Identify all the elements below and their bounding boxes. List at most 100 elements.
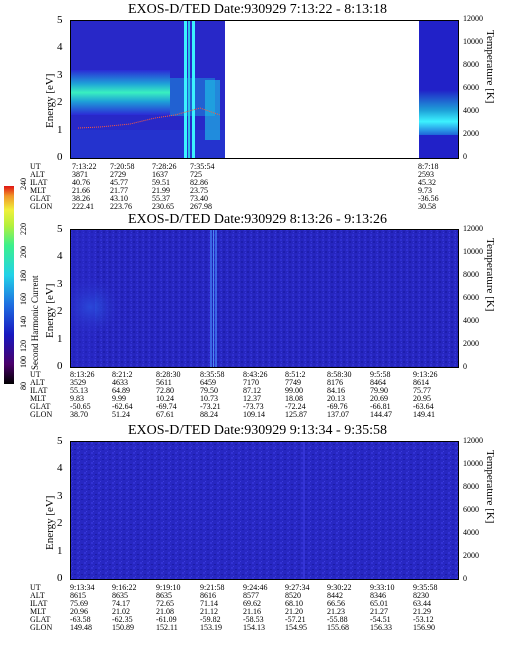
y2tick: 10000 [463,247,483,256]
row-label-alt: ALT [30,170,45,179]
orbit-value-ilat: 45.77 [110,178,128,187]
orbit-value-glon: 154.13 [243,623,265,632]
ytick: 2 [57,96,63,108]
ytick: 0 [57,151,63,163]
orbit-value-ilat: 65.01 [370,599,388,608]
colorbar [4,186,14,384]
ytick: 0 [57,360,63,372]
panel-1-y2label: Temperature [K] [484,30,496,104]
y2tick: 4000 [463,106,479,115]
orbit-value-mlt: 10.73 [200,394,218,403]
orbit-value-alt: 8614 [413,378,429,387]
y2tick: 0 [463,574,467,583]
orbit-value-ilat: 79.50 [200,386,218,395]
orbit-value-ilat: 64.89 [112,386,130,395]
orbit-value-glat: 38.26 [72,194,90,203]
orbit-value-glon: 156.33 [370,623,392,632]
orbit-value-glon: 149.41 [413,410,435,419]
panel-1-title: EXOS-D/TED Date:930929 7:13:22 - 8:13:18 [128,2,387,17]
row-label-glat: GLAT [30,402,51,411]
orbit-value-alt: 8635 [156,591,172,600]
ytick: 1 [57,333,63,345]
orbit-value-alt: 8615 [70,591,86,600]
orbit-value-glon: 88.24 [200,410,218,419]
orbit-value-glat: -73.73 [243,402,264,411]
orbit-value-ut: 7:13:22 [72,162,97,171]
panel-1-ylabel: Energy [eV] [44,73,56,128]
y2tick: 12000 [463,436,483,445]
orbit-value-alt: 7170 [243,378,259,387]
orbit-value-glat: 55.37 [152,194,170,203]
orbit-value-ut: 7:28:26 [152,162,177,171]
orbit-value-alt: 1637 [152,170,168,179]
orbit-value-ilat: 87.12 [243,386,261,395]
orbit-value-mlt: 21.16 [243,607,261,616]
y2tick: 2000 [463,551,479,560]
row-label-glon: GLON [30,410,53,419]
orbit-value-glat: -63.58 [70,615,91,624]
y2tick: 6000 [463,505,479,514]
ytick: 3 [57,69,63,81]
orbit-value-ut: 7:20:58 [110,162,135,171]
orbit-value-ilat: 74.17 [112,599,130,608]
orbit-value-ut: 9:24:46 [243,583,268,592]
orbit-value-ut: 8:43:26 [243,370,268,379]
orbit-value-mlt: 21.99 [152,186,170,195]
orbit-value-glat: -36.56 [418,194,439,203]
orbit-value-mlt: 20.95 [413,394,431,403]
orbit-value-ilat: 40.76 [72,178,90,187]
orbit-value-mlt: 21.27 [370,607,388,616]
panel-3-y2label: Temperature [K] [484,450,496,524]
orbit-value-alt: 3871 [72,170,88,179]
orbit-value-mlt: 21.29 [413,607,431,616]
orbit-value-glon: 149.48 [70,623,92,632]
row-label-ilat: ILAT [30,599,48,608]
row-label-glat: GLAT [30,194,51,203]
y2tick: 8000 [463,482,479,491]
orbit-value-ilat: 55.13 [70,386,88,395]
orbit-value-alt: 8616 [200,591,216,600]
orbit-value-glat: -57.21 [285,615,306,624]
orbit-value-glon: 51.24 [112,410,130,419]
colorbar-tick: 180 [19,270,28,282]
row-label-ut: UT [30,370,41,379]
y2tick: 8000 [463,60,479,69]
orbit-value-alt: 3529 [70,378,86,387]
orbit-value-ut: 9:5:58 [370,370,391,379]
orbit-value-ut: 8:35:58 [200,370,225,379]
colorbar-tick: 160 [19,293,28,305]
orbit-value-glon: 154.95 [285,623,307,632]
row-label-alt: ALT [30,378,45,387]
colorbar-label: Second Harmonic Current [30,275,40,370]
orbit-value-ut: 9:33:10 [370,583,395,592]
orbit-value-alt: 8635 [112,591,128,600]
colorbar-tick: 220 [19,223,28,235]
orbit-value-alt: 8346 [370,591,386,600]
orbit-value-mlt: 21.77 [110,186,128,195]
ytick: 4 [57,462,63,474]
orbit-value-ut: 9:21:58 [200,583,225,592]
orbit-value-alt: 7749 [285,378,301,387]
orbit-value-ut: 7:35:54 [190,162,215,171]
panel-2-title: EXOS-D/TED Date:930929 8:13:26 - 9:13:26 [128,212,387,227]
orbit-value-alt: 8442 [327,591,343,600]
orbit-value-glat: 43.10 [110,194,128,203]
row-label-mlt: MLT [30,186,47,195]
orbit-value-alt: 8176 [327,378,343,387]
orbit-value-alt: 8230 [413,591,429,600]
orbit-value-ilat: 75.77 [413,386,431,395]
y2tick: 12000 [463,224,483,233]
orbit-value-ilat: 71.14 [200,599,218,608]
orbit-value-ilat: 79.90 [370,386,388,395]
ytick: 5 [57,223,63,235]
orbit-value-glon: 230.65 [152,202,174,211]
orbit-value-glon: 67.61 [156,410,174,419]
orbit-value-glon: 267.98 [190,202,212,211]
ytick: 2 [57,517,63,529]
orbit-value-mlt: 21.23 [327,607,345,616]
ytick: 4 [57,41,63,53]
orbit-value-ut: 9:13:26 [413,370,438,379]
orbit-value-alt: 8520 [285,591,301,600]
y2tick: 4000 [463,316,479,325]
panel-2-ylabel: Energy [eV] [44,283,56,338]
